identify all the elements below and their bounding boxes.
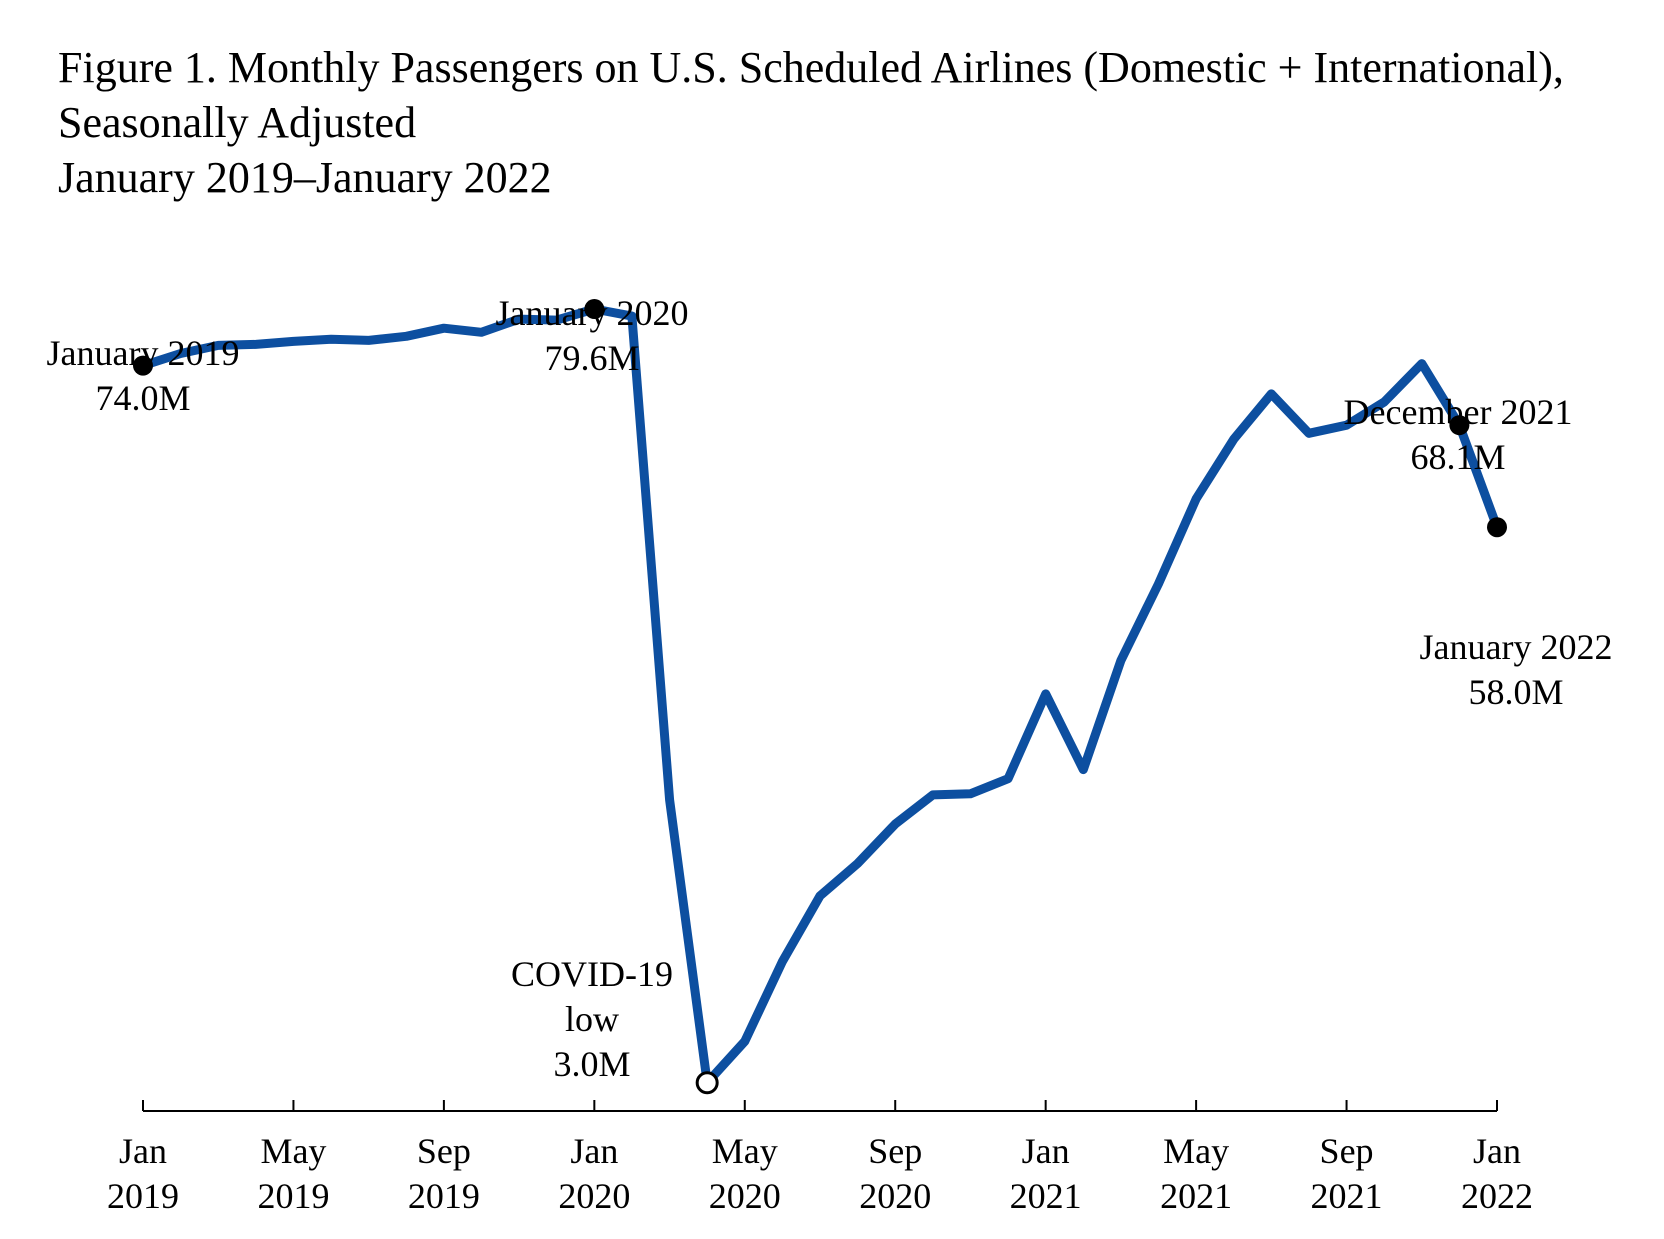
- x-tick-label-year: 2019: [257, 1176, 329, 1216]
- x-tick-label-month: May: [260, 1131, 326, 1171]
- x-tick-label-month: Jan: [1022, 1131, 1070, 1171]
- chart-title-line-1: Figure 1. Monthly Passengers on U.S. Sch…: [58, 43, 1564, 92]
- annotation-labels: January 2019 74.0M January 2020 79.6M COVID-…: [47, 293, 1613, 1084]
- jan2019-label-line-2: 74.0M: [95, 378, 190, 418]
- series-line: [138, 304, 1502, 1088]
- jan2022-marker: [1487, 517, 1507, 538]
- jan2019-marker: [133, 355, 153, 376]
- x-tick-label-month: May: [1163, 1131, 1229, 1171]
- x-tick-label-month: Jan: [570, 1131, 618, 1171]
- x-tick-label-year: 2019: [107, 1176, 179, 1216]
- x-tick-label-year: 2020: [859, 1176, 931, 1216]
- series-layer: [138, 304, 1502, 1088]
- x-tick-label-month: Sep: [417, 1131, 471, 1171]
- x-tick-label-year: 2019: [408, 1176, 480, 1216]
- chart-title-line-2: Seasonally Adjusted: [58, 98, 417, 147]
- jan2020-marker: [584, 299, 605, 320]
- jan2022-label-line-1: January 2022: [1420, 627, 1613, 667]
- x-tick-label-year: 2020: [558, 1176, 630, 1216]
- marker-layer: [133, 299, 1507, 1095]
- chart-title: Figure 1. Monthly Passengers on U.S. Sch…: [58, 40, 1638, 205]
- dec2021-label-line-1: December 2021: [1344, 392, 1573, 432]
- x-tick-label-month: Sep: [868, 1131, 922, 1171]
- dec2021-marker: [1449, 415, 1470, 436]
- x-tick-label-year: 2020: [709, 1176, 781, 1216]
- x-tick-label-year: 2022: [1461, 1176, 1533, 1216]
- covid-low-label-line-3: 3.0M: [553, 1044, 630, 1084]
- jan2020-label-line-2: 79.6M: [544, 338, 639, 378]
- x-tick-label-month: May: [712, 1131, 778, 1171]
- x-tick-label-year: 2021: [1010, 1176, 1082, 1216]
- x-tick-label-year: 2021: [1311, 1176, 1383, 1216]
- chart-title-line-3: January 2019–January 2022: [58, 153, 552, 202]
- covid-low-marker: [695, 1071, 719, 1095]
- jan2019-label-line-1: January 2019: [47, 333, 240, 373]
- x-tick-label-month: Jan: [119, 1131, 167, 1171]
- x-tick-label-month: Sep: [1320, 1131, 1374, 1171]
- jan2022-label-line-2: 58.0M: [1468, 672, 1563, 712]
- x-tick-label-month: Jan: [1473, 1131, 1521, 1171]
- covid-low-label-line-1: COVID-19: [511, 954, 673, 994]
- x-tick-label-year: 2021: [1160, 1176, 1232, 1216]
- x-axis: Jan 2019 May 2019 Sep 2019 Jan 2020 May 2020 Sep 20…: [107, 1100, 1533, 1216]
- covid-low-label-line-2: low: [565, 999, 619, 1039]
- dec2021-label-line-2: 68.1M: [1410, 437, 1505, 477]
- jan2020-label-line-1: January 2020: [496, 293, 689, 333]
